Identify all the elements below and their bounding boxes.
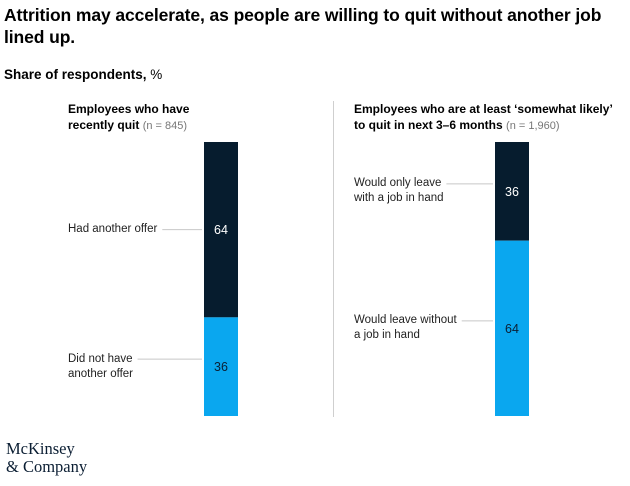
segment-label-line2: a job in hand [354,329,420,342]
logo-line1: McKinsey [6,439,75,458]
segment-label-p1-s1: Had another offer [68,222,157,237]
segment-label-p1-s2: Did not have another offer [68,352,133,382]
value-label-p2-s2: 64 [505,322,519,336]
segment-label-line1: Did not have [68,352,133,365]
segment-label-line1: Had another offer [68,223,158,236]
panel-2-header: Employees who are at least ‘somewhat lik… [354,101,613,134]
chart-title: Attrition may accelerate, as people are … [4,5,602,47]
subtitle-label: Share of respondents, [4,67,147,82]
panel-1-header-line2: recently quit (n = 845) [68,118,188,132]
subtitle-unit: % [150,67,163,82]
panel-2-header-line2: to quit in next 3–6 months (n = 1,960) [354,118,560,132]
chart-subtitle: Share of respondents, % [4,66,162,84]
panel-2-header-line1: Employees who are at least ‘somewhat lik… [354,102,613,116]
segment-label-line2: with a job in hand [354,192,444,205]
segment-label-line1: Would leave without [354,314,457,327]
panel-divider [333,101,334,417]
segment-label-line1: Would only leave [354,177,442,190]
bar-segment-p1-s1 [204,142,238,318]
segment-label-p2-s2: Would leave without a job in hand [354,313,457,343]
mckinsey-logo: McKinsey & Company [6,440,87,476]
segment-label-p2-s1: Would only leave with a job in hand [354,176,444,206]
bar-segment-p2-s2 [495,240,529,416]
panel-1-header-line1: Employees who have [68,102,190,116]
panel-1-header: Employees who have recently quit (n = 84… [68,101,189,134]
panel-1-sample-size: (n = 845) [142,120,188,132]
value-label-p1-s2: 36 [214,360,228,374]
logo-line2: & Company [6,457,88,476]
value-label-p2-s1: 36 [505,185,519,199]
bar-segment-p1-s2 [204,317,238,416]
segment-label-line2: another offer [68,367,134,380]
bar-segment-p2-s1 [495,142,529,241]
panel-2-sample-size: (n = 1,960) [506,120,560,132]
value-label-p1-s1: 64 [214,223,228,237]
